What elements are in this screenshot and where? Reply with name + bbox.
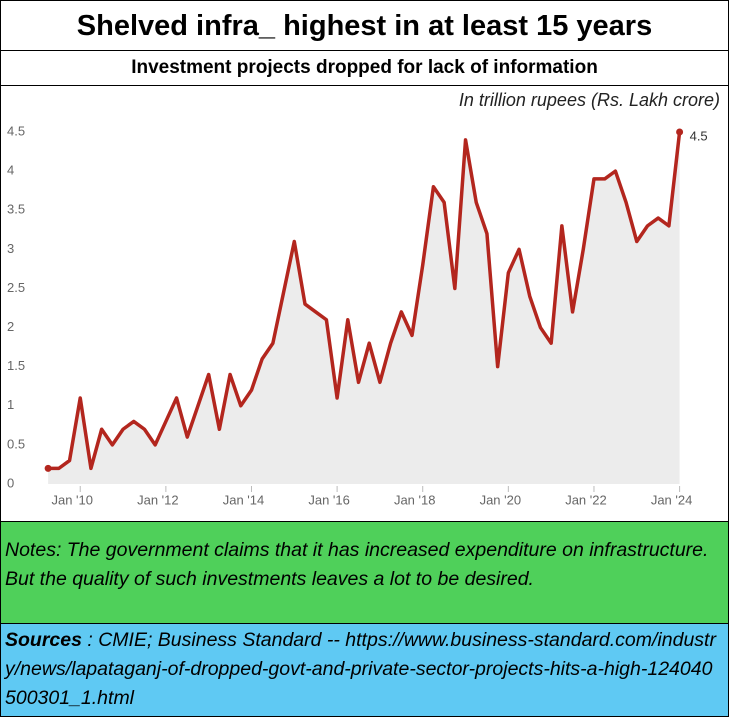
- y-tick-label: 4: [7, 163, 14, 178]
- end-point: [676, 128, 684, 136]
- title: Shelved infra_ highest in at least 15 ye…: [1, 1, 728, 51]
- y-tick-label: 3: [7, 241, 14, 256]
- y-tick-label: 4.5: [7, 123, 25, 138]
- line: [48, 131, 682, 471]
- notes: Notes: The government claims that it has…: [1, 521, 728, 623]
- x-tick-label: Jan '14: [223, 492, 265, 507]
- sources-text: : CMIE; Business Standard -- https://www…: [5, 629, 716, 709]
- x-tick-label: Jan '24: [651, 492, 693, 507]
- y-tick-label: 2: [7, 319, 14, 334]
- data-label: 4.5: [690, 128, 708, 143]
- subtitle: In trillion rupees (Rs. Lakh crore): [458, 90, 720, 110]
- chart: 0 0.5 1 1.5 2 2.5 3 3.5 4 4.5 Jan '10 Jan '12 Jan '1…: [7, 123, 708, 507]
- x-tick-label: Jan '22: [565, 492, 607, 507]
- y-tick-label: 0.5: [7, 436, 25, 451]
- sources-label: Sources: [5, 629, 82, 651]
- y-tick-label: 2.5: [7, 280, 25, 295]
- chart-title: Investment projects dropped for lack of …: [1, 51, 728, 86]
- y-tick-label: 3.5: [7, 202, 25, 217]
- x-tick-label: Jan '20: [480, 492, 522, 507]
- y-tick-label: 0: [7, 475, 14, 490]
- x-tick-label: Jan '16: [308, 492, 350, 507]
- x-tick-label: Jan '10: [51, 492, 93, 507]
- end-point: [44, 464, 52, 472]
- y-tick-label: 1.5: [7, 358, 25, 373]
- y-tick-label: 1: [7, 397, 14, 412]
- sources: Sources : CMIE; Business Standard -- htt…: [1, 623, 728, 716]
- x-tick-label: Jan '18: [394, 492, 436, 507]
- area: [48, 132, 680, 484]
- x-tick-label: Jan '12: [137, 492, 179, 507]
